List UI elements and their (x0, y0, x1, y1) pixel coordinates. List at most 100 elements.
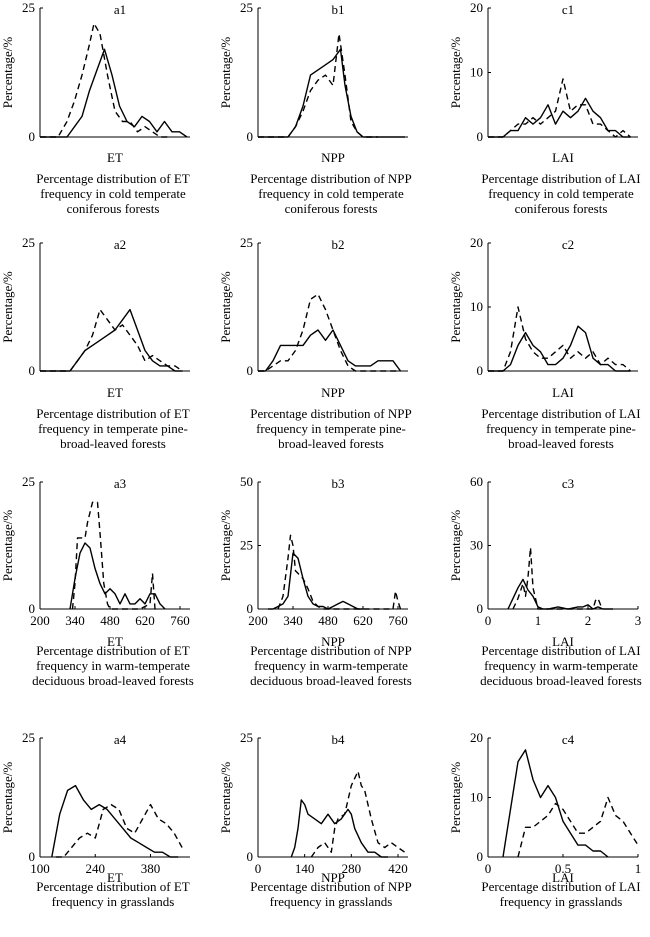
x-tick-label: 480 (318, 613, 338, 628)
y-tick-label: 10 (470, 790, 483, 805)
series-line-dashed (40, 308, 183, 372)
caption-line: Percentage distribution of ET (36, 879, 189, 894)
series-line-solid (268, 552, 363, 610)
caption-line: frequency in temperate pine- (486, 421, 636, 436)
x-tick-label: 200 (248, 613, 268, 628)
y-axis-label: Percentage/% (448, 37, 463, 109)
y-tick-label: 25 (22, 0, 35, 15)
y-tick-label: 60 (470, 474, 483, 489)
panel-label: a1 (114, 2, 126, 17)
panel-label: c3 (562, 476, 574, 491)
y-tick-label: 25 (240, 730, 253, 745)
y-tick-label: 0 (477, 129, 484, 144)
y-tick-label: 0 (477, 601, 484, 616)
y-axis-label: Percentage/% (0, 762, 15, 834)
x-tick-label: 340 (283, 613, 303, 628)
y-axis-label: Percentage/% (218, 37, 233, 109)
caption-line: Percentage distribution of LAI (481, 879, 640, 894)
caption-line: Percentage distribution of ET (36, 171, 189, 186)
y-tick-label: 0 (247, 363, 254, 378)
x-tick-label: 200 (30, 613, 50, 628)
x-axis-label: ET (107, 634, 123, 649)
series-line-dashed (258, 33, 378, 138)
panel-label: c4 (562, 732, 575, 747)
panel-a2: 25 0 a2 Percentage/% ET Percentage distributi… (0, 235, 190, 451)
y-tick-label: 0 (29, 849, 36, 864)
caption-line: broad-leaved forests (278, 436, 384, 451)
caption-line: frequency in warm-temperate (254, 658, 408, 673)
x-axis-label: NPP (321, 634, 345, 649)
series-line-solid (51, 784, 179, 858)
y-tick-label: 0 (247, 601, 254, 616)
caption-line: Percentage distribution of LAI (481, 643, 640, 658)
caption-line: broad-leaved forests (60, 436, 166, 451)
series-line-dashed (512, 546, 604, 610)
panel-label: a3 (114, 476, 126, 491)
series-line-solid (507, 578, 613, 610)
y-tick-label: 25 (240, 0, 253, 15)
caption-line: deciduous broad-leaved forests (250, 673, 412, 688)
caption-line: frequency in cold temperate (258, 186, 404, 201)
panel-label: c2 (562, 237, 574, 252)
series-line-solid (290, 799, 388, 858)
x-axis-label: NPP (321, 150, 345, 165)
x-tick-label: 3 (635, 613, 642, 628)
series-line-solid (69, 542, 166, 610)
x-axis-label: LAI (552, 870, 574, 885)
x-axis-label: LAI (552, 385, 574, 400)
x-tick-label: 100 (30, 861, 50, 876)
x-axis-label: ET (107, 150, 123, 165)
caption-line: Percentage distribution of LAI (481, 171, 640, 186)
panel-b4: 25 00 140 280 420 b4 Percentage/% NPPPercentage… (218, 730, 412, 909)
x-tick-label: 480 (100, 613, 120, 628)
y-tick-label: 0 (247, 849, 254, 864)
x-tick-label: 620 (135, 613, 155, 628)
y-axis-label: Percentage/% (448, 762, 463, 834)
y-tick-label: 20 (470, 0, 483, 15)
series-line-solid (258, 329, 402, 372)
y-tick-label: 0 (247, 129, 254, 144)
series-line-dashed (258, 293, 401, 372)
x-tick-label: 0 (485, 613, 492, 628)
y-tick-label: 50 (240, 474, 253, 489)
caption-line: frequency in grasslands (500, 894, 623, 909)
series-line-dashed (71, 501, 158, 610)
y-axis-label: Percentage/% (448, 271, 463, 343)
x-tick-label: 0 (255, 861, 262, 876)
y-tick-label: 20 (470, 730, 483, 745)
caption-line: frequency in grasslands (270, 894, 393, 909)
panel-label: b2 (332, 237, 345, 252)
caption-line: Percentage distribution of NPP (250, 406, 411, 421)
caption-line: Percentage distribution of NPP (250, 171, 411, 186)
panel-a1: 25 0 a1 Percentage/% ET Percentage distributi… (0, 0, 190, 216)
x-tick-label: 1 (535, 613, 542, 628)
caption-line: Percentage distribution of ET (36, 643, 189, 658)
y-axis-label: Percentage/% (448, 510, 463, 582)
y-tick-label: 20 (470, 235, 483, 250)
panel-label: b1 (332, 2, 345, 17)
y-tick-label: 0 (29, 363, 36, 378)
series-line-solid (258, 48, 405, 138)
series-line-dashed (40, 22, 168, 138)
caption-line: deciduous broad-leaved forests (32, 673, 194, 688)
caption-line: frequency in temperate pine- (38, 421, 188, 436)
x-tick-label: 240 (86, 861, 106, 876)
series-line-solid (488, 97, 631, 138)
panel-label: c1 (562, 2, 574, 17)
y-tick-label: 0 (29, 601, 36, 616)
panel-label: b3 (332, 476, 345, 491)
y-tick-label: 25 (240, 538, 253, 553)
caption-line: Percentage distribution of ET (36, 406, 189, 421)
y-axis-label: Percentage/% (218, 271, 233, 343)
caption-line: coniferous forests (285, 201, 378, 216)
caption-line: frequency in cold temperate (40, 186, 186, 201)
x-axis-label: ET (107, 870, 123, 885)
x-tick-label: 2 (585, 613, 592, 628)
y-axis-label: Percentage/% (0, 37, 15, 109)
y-tick-label: 25 (22, 235, 35, 250)
